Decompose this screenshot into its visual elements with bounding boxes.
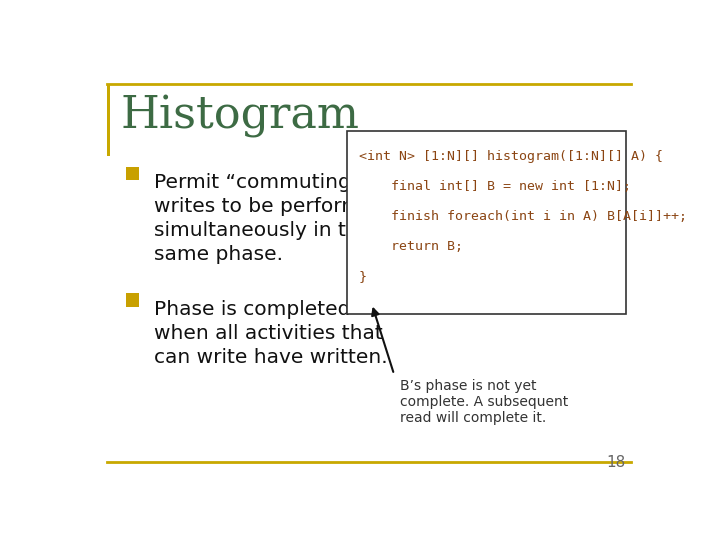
Text: writes to be performed: writes to be performed xyxy=(154,197,387,216)
Text: return B;: return B; xyxy=(359,240,463,253)
Text: Permit “commuting”: Permit “commuting” xyxy=(154,173,361,192)
Bar xyxy=(126,294,138,307)
Text: Histogram: Histogram xyxy=(121,95,360,138)
Text: }: } xyxy=(359,270,367,283)
Text: same phase.: same phase. xyxy=(154,245,283,264)
Text: <int N> [1:N][] histogram([1:N][] A) {: <int N> [1:N][] histogram([1:N][] A) { xyxy=(359,150,663,163)
Bar xyxy=(126,167,138,180)
Text: Phase is completed: Phase is completed xyxy=(154,300,351,319)
Text: can write have written.: can write have written. xyxy=(154,348,388,367)
Text: finish foreach(int i in A) B[A[i]]++;: finish foreach(int i in A) B[A[i]]++; xyxy=(359,210,687,223)
Text: 18: 18 xyxy=(606,455,626,470)
Bar xyxy=(347,131,626,314)
Text: final int[] B = new int [1:N];: final int[] B = new int [1:N]; xyxy=(359,180,631,193)
Text: when all activities that: when all activities that xyxy=(154,324,383,343)
Text: simultaneously in the: simultaneously in the xyxy=(154,221,372,240)
Text: B’s phase is not yet
complete. A subsequent
read will complete it.: B’s phase is not yet complete. A subsequ… xyxy=(400,379,568,425)
Bar xyxy=(107,84,110,156)
